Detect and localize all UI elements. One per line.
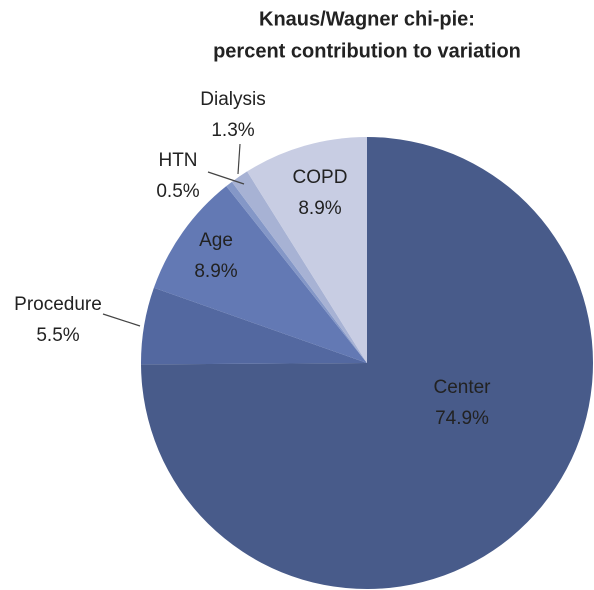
slice-label: HTN [158,150,197,171]
leader-line [102,313,141,327]
pie-slice [231,171,367,363]
slice-value-label: 5.5% [36,325,79,346]
chart-title: percent contribution to variation [213,40,521,62]
slice-value-label: 0.5% [156,181,199,202]
slice-label: Dialysis [200,89,265,110]
slice-label: Procedure [14,294,102,315]
slice-label: COPD [293,167,348,188]
chart-title: Knaus/Wagner chi-pie: [259,8,475,30]
slice-label: Age [199,230,233,251]
pie-slice [141,287,367,365]
slice-value-label: 1.3% [211,120,254,141]
slice-value-label: 8.9% [298,198,341,219]
pie-slice [247,137,367,363]
slice-value-label: 8.9% [194,261,237,282]
slice-label: Center [433,377,491,398]
slice-value-label: 74.9% [435,408,489,429]
pie-slice [141,137,593,589]
leader-line [237,143,241,175]
leader-line [207,171,245,185]
pie-slice [153,186,367,363]
pie-slice [226,181,367,363]
